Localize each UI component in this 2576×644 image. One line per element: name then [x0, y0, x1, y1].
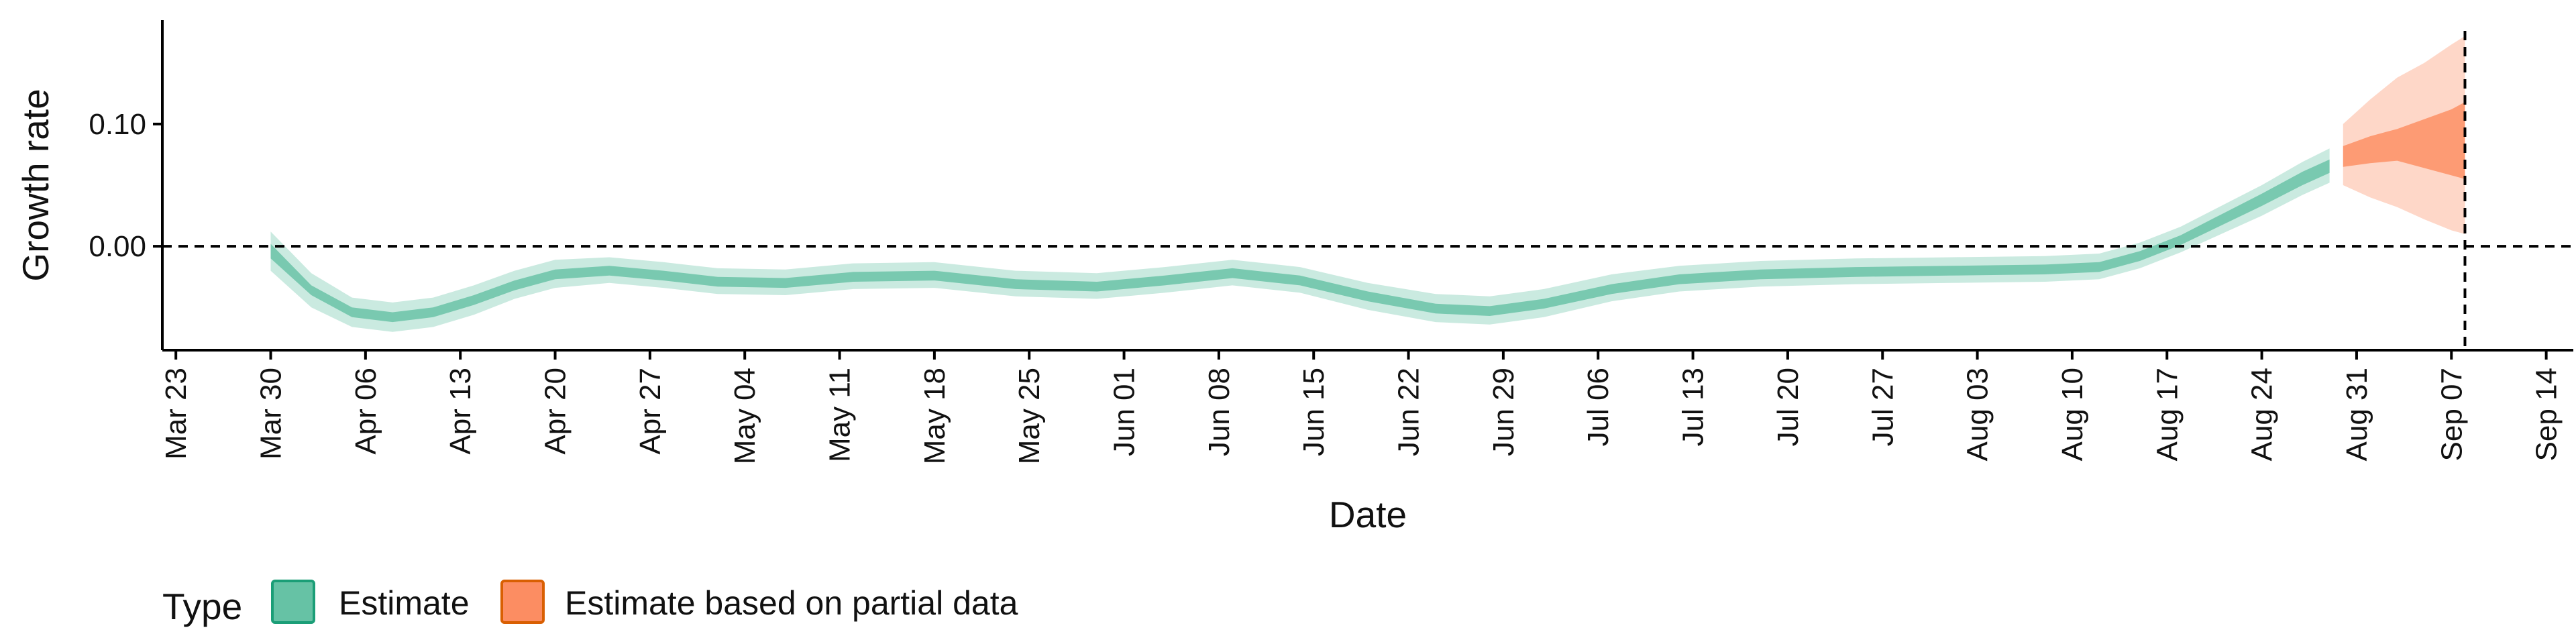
- x-tick-label: Jun 01: [1108, 368, 1141, 456]
- axes: 0.00 0.10 Mar 23 Mar 30 Apr 06 Apr 13 Apr 20 Ap…: [89, 20, 2573, 464]
- ci50-band-estimate: [270, 159, 2330, 323]
- x-tick-label: May 25: [1013, 368, 1046, 464]
- x-tick-label: Sep 14: [2530, 368, 2563, 461]
- ci50-band-partial: [2343, 102, 2465, 179]
- x-tick-label: Apr 13: [444, 368, 477, 455]
- legend-key-partial: [500, 580, 545, 624]
- legend-label-partial: Estimate based on partial data: [565, 584, 1018, 622]
- x-tick-label: Aug 24: [2246, 368, 2279, 461]
- x-tick-label: Jul 20: [1772, 368, 1805, 446]
- legend: Type Estimate Estimate based on partial …: [162, 580, 1018, 627]
- x-tick-label: Jul 27: [1866, 368, 1899, 446]
- x-tick-label: Aug 31: [2341, 368, 2373, 461]
- x-axis-title: Date: [1329, 494, 1407, 535]
- x-tick-label: Jun 29: [1487, 368, 1520, 456]
- x-tick-label: May 11: [824, 368, 857, 462]
- x-tick-label: Jul 06: [1582, 368, 1615, 446]
- legend-title: Type: [162, 586, 242, 627]
- x-tick-label: Apr 06: [350, 368, 382, 455]
- x-tick-label: Sep 07: [2435, 368, 2468, 461]
- legend-label-estimate: Estimate: [339, 584, 470, 622]
- x-tick-label: Jul 13: [1677, 368, 1710, 446]
- x-tick-label: May 18: [918, 368, 951, 464]
- x-tick-label: Aug 10: [2056, 368, 2089, 461]
- x-tick-label: Jun 08: [1203, 368, 1236, 456]
- x-tick-label: May 04: [729, 368, 761, 464]
- legend-key-estimate: [271, 580, 315, 624]
- x-tick-label: Aug 03: [1962, 368, 1994, 461]
- ci90-band-estimate: [270, 148, 2330, 332]
- x-tick-label: Mar 23: [160, 368, 193, 460]
- x-tick-label: Aug 17: [2151, 368, 2184, 461]
- x-tick-label: Mar 30: [255, 368, 288, 460]
- x-tick-label: Jun 22: [1393, 368, 1426, 456]
- plot-area: [270, 36, 2465, 332]
- y-tick-label: 0.10: [89, 108, 146, 141]
- x-tick-label: Apr 27: [634, 368, 667, 455]
- x-tick-label: Apr 20: [539, 368, 572, 455]
- y-axis-title: Growth rate: [15, 89, 56, 281]
- x-tick-label: Jun 15: [1297, 368, 1330, 456]
- y-tick-label: 0.00: [89, 230, 146, 263]
